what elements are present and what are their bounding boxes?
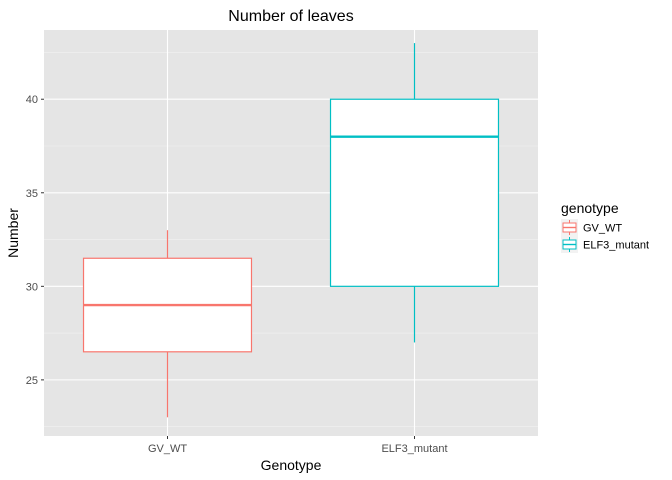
legend: genotype GV_WT ELF3_mutant <box>561 200 649 253</box>
y-tick-label: 40 <box>26 94 38 106</box>
y-tick-label: 30 <box>26 281 38 293</box>
x-tick-label: ELF3_mutant <box>381 443 447 455</box>
legend-key-elf3-mutant: ELF3_mutant <box>561 236 649 253</box>
boxes <box>82 43 500 418</box>
legend-title: genotype <box>561 200 619 216</box>
box-gv-wt <box>82 230 253 418</box>
box-body <box>329 98 500 287</box>
x-axis-title: Genotype <box>261 457 322 473</box>
x-axis: GV_WT ELF3_mutant <box>148 436 448 455</box>
x-tick-label: GV_WT <box>148 443 187 455</box>
legend-key-gv-wt: GV_WT <box>561 219 622 236</box>
y-axis: 25 30 35 40 <box>26 94 44 387</box>
y-tick-label: 35 <box>26 188 38 200</box>
legend-label: ELF3_mutant <box>583 240 649 252</box>
legend-label: GV_WT <box>583 223 622 235</box>
y-tick-label: 25 <box>26 375 38 387</box>
chart-title: Number of leaves <box>228 8 353 25</box>
y-axis-title: Number <box>5 208 21 258</box>
box-elf3-mutant <box>329 43 500 343</box>
